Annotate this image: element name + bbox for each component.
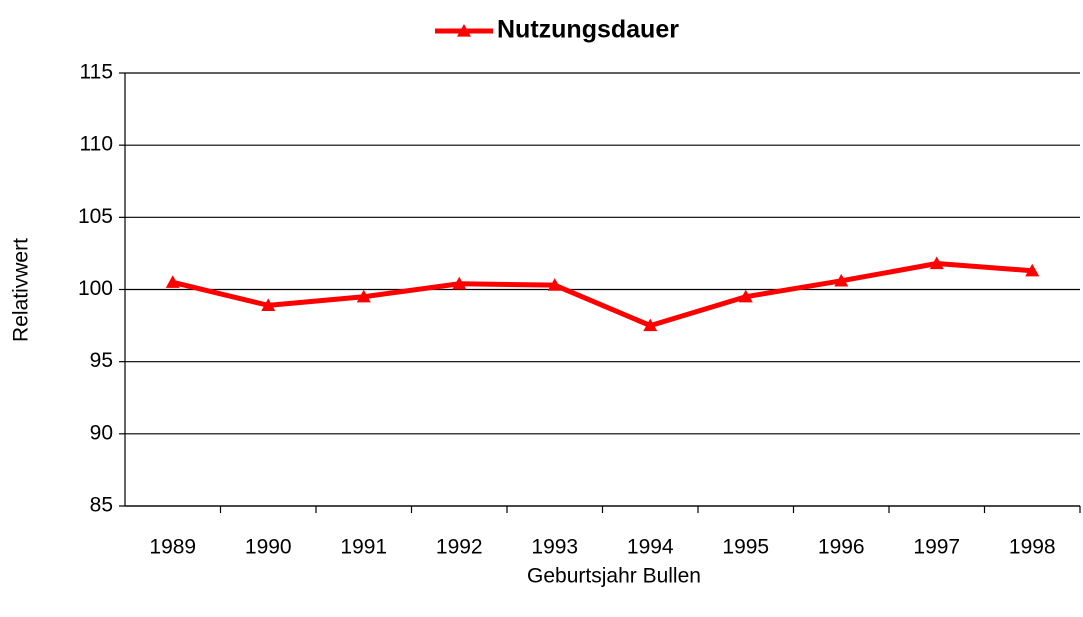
marker xyxy=(834,273,849,287)
y-tick-label: 85 xyxy=(90,494,113,517)
x-tick-label: 1998 xyxy=(1009,536,1056,559)
line xyxy=(172,261,1033,329)
marker xyxy=(547,278,562,291)
y-tick-label: 90 xyxy=(90,421,113,444)
x-tick-label: 1995 xyxy=(722,536,769,559)
y-tick-label: 95 xyxy=(90,349,113,372)
marker xyxy=(261,298,276,311)
marker xyxy=(738,289,753,303)
y-axis-label: Relativwert xyxy=(10,238,33,342)
x-tick-label: 1990 xyxy=(245,536,292,559)
x-tick-label: 1996 xyxy=(818,536,865,559)
x-tick-label: 1993 xyxy=(531,536,578,559)
y-tick-label: 100 xyxy=(78,277,113,300)
marker xyxy=(929,256,944,270)
y-tick-label: 115 xyxy=(80,61,113,84)
y-tick-label: 105 xyxy=(78,205,113,228)
x-tick-label: 1994 xyxy=(627,536,674,559)
marker xyxy=(1025,263,1040,277)
x-tick-label: 1992 xyxy=(436,536,483,559)
x-tick-label: 1989 xyxy=(149,536,196,559)
x-tick-label: 1991 xyxy=(340,536,387,559)
x-axis-label: Geburtsjahr Bullen xyxy=(527,565,701,588)
x-tick-label: 1997 xyxy=(913,536,960,559)
legend-label: Nutzungsdauer xyxy=(497,16,679,44)
marker xyxy=(165,275,180,288)
marker xyxy=(643,318,658,332)
marker xyxy=(452,276,467,290)
y-tick-label: 110 xyxy=(80,133,113,156)
legend-marker xyxy=(457,24,471,37)
marker xyxy=(356,289,371,303)
